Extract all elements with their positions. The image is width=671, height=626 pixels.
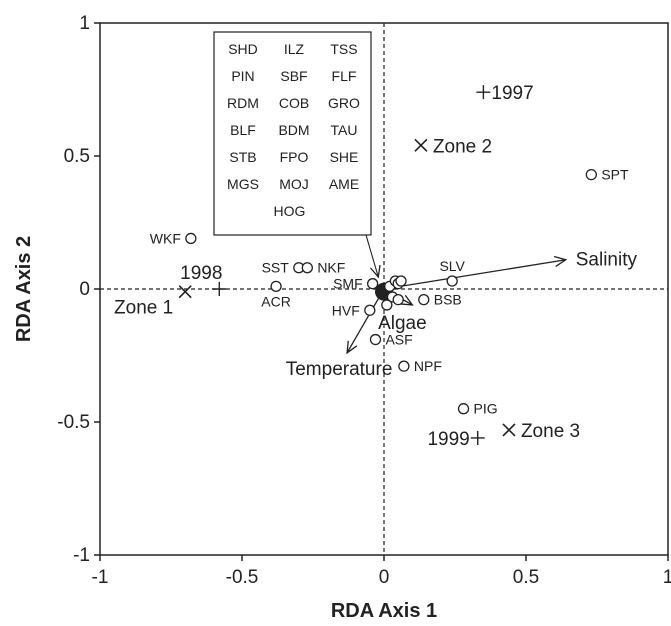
species-group-label: BLF [230,122,256,138]
species-point [395,275,407,287]
species-point [457,403,470,415]
x-tick-label: 1 [663,567,671,588]
species-label: SST [262,260,290,276]
species-label: ASF [385,332,412,348]
species-group-label: SBF [280,68,307,84]
year-label: 1997 [491,83,533,104]
y-tick-label: -1 [73,545,90,566]
species-point [364,304,376,316]
species-point [301,262,313,274]
species-group-label: RDM [227,95,259,111]
species-group-label: BDM [278,122,309,138]
y-tick-label: -0.5 [57,412,90,433]
y-tick-label: 1 [79,13,90,34]
vector-arrow [346,288,385,355]
zone-label: Zone 3 [521,421,580,442]
species-group-label: FLF [332,68,357,84]
species-group-label: TSS [330,41,357,57]
year-label: 1999 [427,429,469,450]
species-group-label: PIN [231,68,254,84]
species-group-label: MOJ [279,176,309,192]
year-marker [476,85,491,100]
species-group-label: STB [229,149,256,165]
zone-marker [414,138,428,152]
species-point [185,232,197,245]
year-label: 1998 [180,263,222,284]
species-group-label: TAU [331,122,358,138]
year-marker [212,282,227,296]
species-group-label: SHD [228,41,258,57]
species-label: HVF [332,302,360,318]
x-tick-label: -1 [92,567,109,588]
zone-label: Zone 2 [433,136,492,157]
species-group-label: AME [329,176,359,192]
x-tick-label: 0.5 [513,567,539,588]
species-group-label: SHE [330,149,359,165]
species-label: NPF [414,358,442,374]
species-group-label: HOG [274,203,306,219]
species-group-label: COB [279,95,309,111]
vector-label: Salinity [576,250,638,271]
species-point [585,168,597,181]
zone-marker [178,285,192,299]
x-tick-label: -0.5 [226,567,259,588]
x-axis-title: RDA Axis 1 [331,600,437,622]
vector-label: Temperature [286,359,393,380]
species-group-label: ILZ [284,41,305,57]
species-point [418,293,430,306]
vector-label: Algae [378,313,427,334]
species-point [270,280,282,292]
species-group-label: FPO [280,149,309,165]
species-point [369,333,382,346]
species-group-leader [365,234,381,279]
species-label: ACR [261,293,291,309]
species-label: SLV [439,258,465,274]
species-label: SPT [601,167,629,183]
year-marker [470,430,485,445]
species-label: NKF [317,260,345,276]
species-point [398,360,410,372]
species-label: WKF [150,230,181,246]
species-group-box [213,31,372,236]
species-group-label: GRO [328,95,360,111]
species-group-label: MGS [227,176,259,192]
species-label: SMF [333,276,363,292]
species-point [392,293,404,306]
species-point [446,275,458,287]
zone-marker [502,423,516,437]
x-tick-label: 0 [379,567,390,588]
y-axis-title: RDA Axis 2 [13,236,35,342]
species-label: PIG [474,401,498,417]
species-point [381,299,393,311]
species-label: BSB [434,292,462,308]
y-tick-label: 0.5 [64,146,90,167]
vector-arrow [383,255,568,290]
species-point [366,278,379,290]
y-tick-label: 0 [79,279,90,300]
zone-label: Zone 1 [114,298,173,319]
